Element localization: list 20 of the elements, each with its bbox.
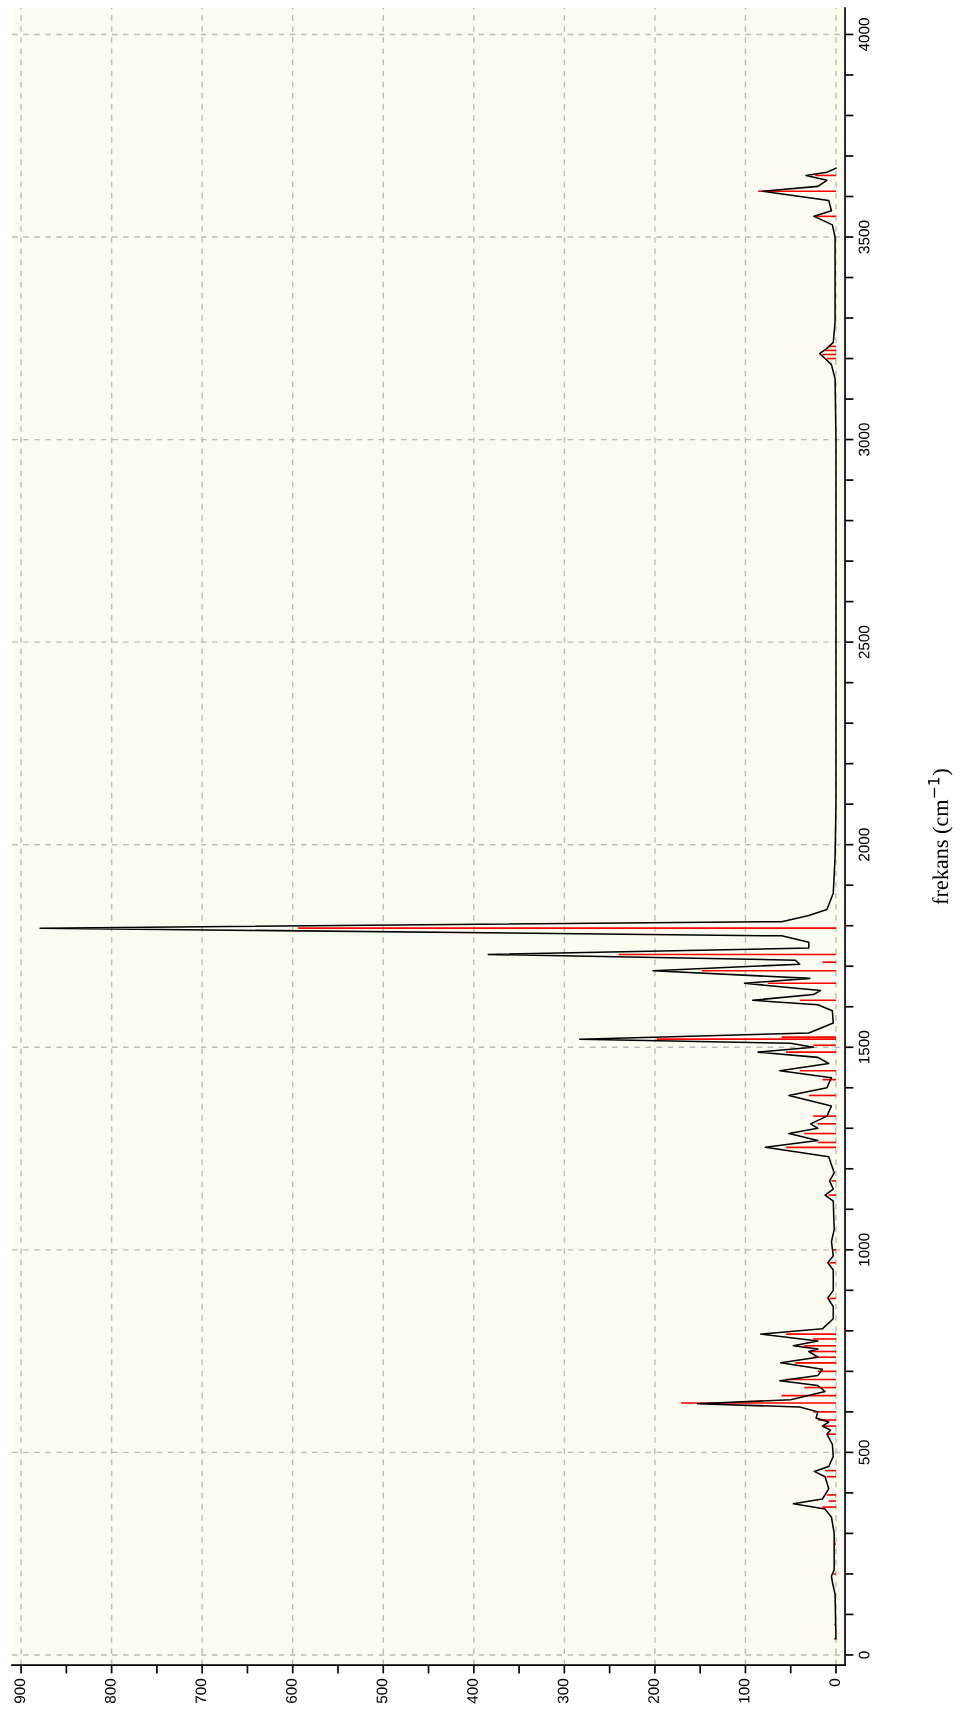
- x-tick-label: 200: [648, 1678, 659, 1703]
- x-tick-label: 900: [14, 1678, 26, 1704]
- x-tick-label: 800: [104, 1678, 116, 1704]
- y-tick-label: 500: [858, 1440, 870, 1465]
- x-tick-label: 700: [195, 1678, 207, 1703]
- y-tick-label: 1000: [858, 1233, 870, 1266]
- y-axis-title: frekans (cm$^{−1}$): [928, 769, 953, 905]
- x-tick-label: 600: [286, 1678, 297, 1703]
- y-tick-label: 2000: [858, 828, 870, 861]
- y-tick-label: 4000: [858, 18, 870, 52]
- x-tick-label: 0: [829, 1678, 841, 1687]
- x-tick-label: 300: [557, 1678, 569, 1704]
- x-tick-label: 100: [738, 1678, 750, 1703]
- x-tick-label: 400: [467, 1678, 478, 1704]
- x-tick-label: 500: [376, 1678, 388, 1704]
- y-tick-label: 1500: [858, 1030, 870, 1064]
- y-tick-label: 3000: [858, 423, 870, 456]
- y-tick-label: 2500: [858, 625, 870, 659]
- y-tick-label: 0: [858, 1651, 870, 1659]
- y-tick-label: 3500: [858, 220, 870, 254]
